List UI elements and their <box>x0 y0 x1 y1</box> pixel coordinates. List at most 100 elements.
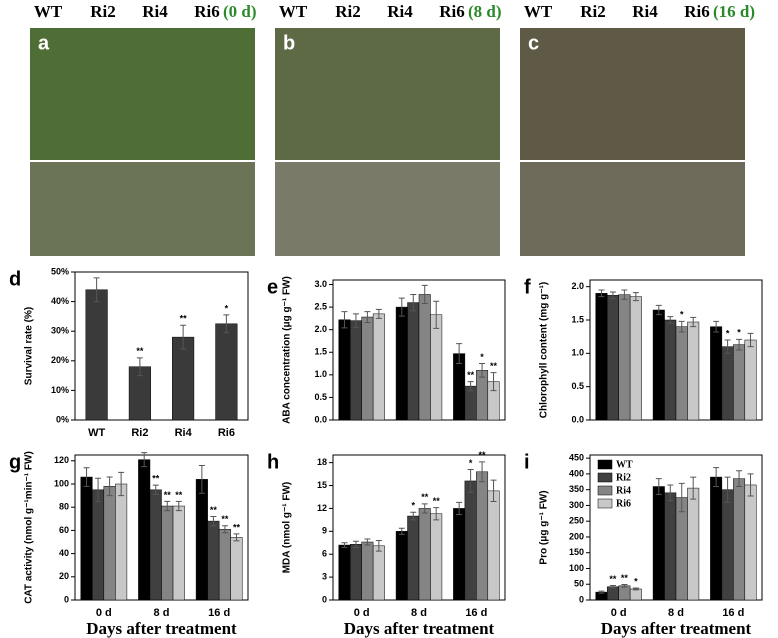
y-tick-label: 20 <box>59 571 69 581</box>
bar <box>338 544 351 601</box>
panel-letter: e <box>267 276 278 298</box>
significance-label: ** <box>175 490 183 500</box>
y-tick-label: 300 <box>569 500 584 510</box>
y-tick-label: 200 <box>569 531 584 541</box>
bar <box>664 492 677 601</box>
error-bar <box>180 324 187 350</box>
error-bar <box>164 500 171 512</box>
bar <box>407 515 420 601</box>
photo-side <box>275 162 500 256</box>
error-bar <box>467 469 474 493</box>
y-tick-label: 40 <box>59 548 69 558</box>
significance-label: ** <box>479 450 487 460</box>
error-bar <box>456 501 463 516</box>
error-bar <box>713 320 720 333</box>
bar <box>361 316 374 421</box>
y-tick-label: 18 <box>317 457 327 467</box>
plot-frame <box>74 271 249 421</box>
y-tick-label: 120 <box>54 455 69 465</box>
error-bar <box>210 515 217 527</box>
y-tick-label: 3.0 <box>314 279 327 289</box>
photo-header: Ri4 <box>387 2 413 21</box>
y-tick-label: 20% <box>51 355 69 365</box>
y-tick-label: 15 <box>317 480 327 490</box>
significance-label: ** <box>609 574 617 584</box>
error-bar <box>655 478 662 495</box>
photo-header: Ri6 <box>684 2 710 21</box>
x-tick-label: 16 d <box>722 607 744 619</box>
y-tick-label: 80 <box>59 502 69 512</box>
legend-swatch <box>597 472 613 483</box>
bar <box>138 459 151 601</box>
y-tick-label: 1.5 <box>571 314 584 324</box>
error-bar <box>490 479 497 503</box>
y-tick-label: 40% <box>51 296 69 306</box>
significance-label: * <box>469 458 473 468</box>
significance-label: ** <box>490 361 498 371</box>
photo-top <box>275 28 500 160</box>
significance-label: * <box>634 576 638 586</box>
significance-label: ** <box>421 492 429 502</box>
error-bar <box>141 452 148 468</box>
error-bar <box>375 308 382 319</box>
photo-header: Ri2 <box>580 2 606 21</box>
photo-top <box>520 28 745 160</box>
photo-header: Ri2 <box>90 2 116 21</box>
photo-side <box>520 162 745 256</box>
y-tick-label: 100 <box>569 563 584 573</box>
error-bar <box>598 289 605 298</box>
bar <box>721 489 734 601</box>
y-tick-label: 3 <box>322 571 327 581</box>
significance-label: * <box>225 303 229 313</box>
bar <box>733 344 746 421</box>
bar <box>92 489 105 601</box>
bar <box>721 346 734 421</box>
bar <box>418 508 431 601</box>
significance-label: ** <box>433 496 441 506</box>
error-bar <box>621 584 628 588</box>
significance-label: * <box>680 310 684 320</box>
panel-letter: a <box>38 32 50 54</box>
error-bar <box>456 343 463 365</box>
significance-label: * <box>412 501 416 511</box>
bar <box>215 323 238 421</box>
y-axis-label: MDA (nmol g⁻¹ FW) <box>282 482 293 574</box>
bar <box>464 385 477 421</box>
x-axis-label: Days after treatment <box>86 619 237 638</box>
bar <box>149 489 162 601</box>
bar <box>172 505 185 601</box>
error-bar <box>421 284 428 304</box>
error-bar <box>341 542 348 548</box>
legend-swatch <box>597 459 613 470</box>
y-tick-label: 0.5 <box>571 381 584 391</box>
bar <box>338 319 351 421</box>
bar <box>103 486 116 601</box>
y-tick-label: 0.0 <box>571 414 584 424</box>
error-bar <box>747 332 754 348</box>
y-tick-label: 0 <box>322 594 327 604</box>
error-bar <box>198 464 205 494</box>
error-bar <box>433 507 440 521</box>
bar <box>595 293 608 421</box>
bar <box>218 528 231 601</box>
bar <box>629 296 642 421</box>
bar <box>464 480 477 601</box>
bar <box>606 586 619 601</box>
error-bar <box>175 500 182 512</box>
bar <box>618 585 631 601</box>
y-tick-label: 450 <box>569 453 584 463</box>
bar <box>230 537 243 601</box>
bar <box>395 306 408 421</box>
bar <box>115 483 128 601</box>
error-bar <box>364 538 371 546</box>
x-tick-label: Ri4 <box>175 427 193 439</box>
error-bar <box>667 484 674 502</box>
significance-label: ** <box>221 514 229 524</box>
x-tick-label: 16 d <box>465 607 487 619</box>
bar <box>629 588 642 601</box>
error-bar <box>713 467 720 488</box>
y-tick-label: 100 <box>54 478 69 488</box>
error-bar <box>747 473 754 497</box>
bar <box>172 336 195 421</box>
